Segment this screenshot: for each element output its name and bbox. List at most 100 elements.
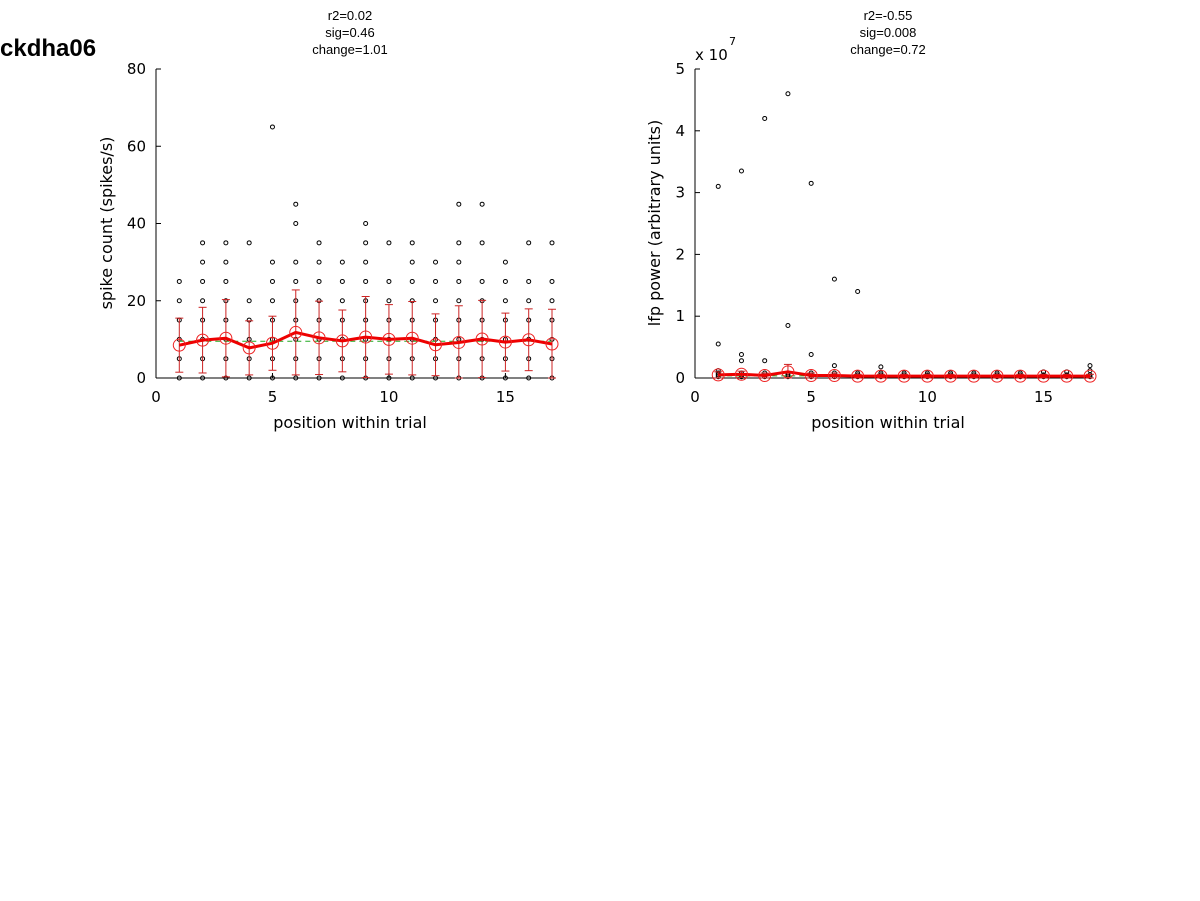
y-axis-exponent-label: x 10 [695, 46, 728, 64]
trial-point [339, 259, 345, 265]
mean-marker [545, 337, 559, 351]
trial-point [386, 240, 392, 246]
lfp-power-plot: r2=-0.55 sig=0.008 change=0.72 x 10 7 0 1… [645, 8, 1097, 432]
mean-marker [827, 369, 841, 383]
trial-point [738, 352, 744, 358]
y-tick-label: 60 [127, 137, 146, 155]
mean-marker [452, 335, 466, 349]
trial-point [176, 375, 182, 381]
trial-point [363, 259, 369, 265]
x-tick-label: 5 [806, 388, 816, 406]
trial-point [785, 322, 791, 328]
trial-point [316, 240, 322, 246]
trial-point [293, 259, 299, 265]
trial-point [386, 278, 392, 284]
x-tick-label: 0 [151, 388, 161, 406]
trial-point [246, 240, 252, 246]
trial-point [456, 201, 462, 207]
trial-point [715, 341, 721, 347]
plot-title-line-3: change=1.01 [312, 42, 388, 57]
trial-point [549, 240, 555, 246]
y-tick-label: 1 [675, 307, 685, 325]
trial-point [738, 168, 744, 174]
mean-marker [382, 332, 396, 346]
trial-point [363, 278, 369, 284]
trial-point [785, 91, 791, 97]
y-tick-label: 20 [127, 292, 146, 310]
trial-point [479, 278, 485, 284]
trial-point [502, 298, 508, 304]
mean-marker [804, 369, 818, 383]
mean-marker [219, 331, 233, 345]
trial-point [479, 201, 485, 207]
y-axis-label: spike count (spikes/s) [97, 137, 116, 310]
plot-title-line-1: r2=-0.55 [864, 8, 913, 23]
trial-point [409, 240, 415, 246]
mean-marker [242, 341, 256, 355]
trial-point [433, 259, 439, 265]
trial-point [363, 221, 369, 226]
x-tick-label: 0 [690, 388, 700, 406]
trial-point [386, 375, 392, 381]
trial-point [200, 375, 206, 381]
trial-point [831, 276, 837, 282]
mean-marker [312, 331, 326, 345]
spike-count-plot: r2=0.02 sig=0.46 change=1.01 0 20 40 60 80 0 5… [97, 8, 559, 432]
y-axis-label: lfp power (arbitrary units) [645, 120, 664, 326]
trial-point [549, 278, 555, 284]
trial-point [223, 240, 229, 246]
y-axis-exponent-power: 7 [729, 35, 736, 48]
trial-point [269, 298, 275, 304]
mean-marker [289, 325, 303, 339]
trial-point [502, 259, 508, 265]
mean-marker [990, 369, 1004, 383]
trial-point [269, 375, 275, 381]
plot-title-line-1: r2=0.02 [328, 8, 372, 23]
mean-marker [172, 338, 186, 352]
mean-marker [967, 369, 981, 383]
x-tick-label: 5 [268, 388, 278, 406]
y-tick-label: 0 [675, 369, 685, 387]
trial-point [456, 240, 462, 246]
trial-point [526, 298, 532, 304]
trial-point [808, 180, 814, 186]
trial-point [409, 278, 415, 284]
mean-marker [734, 367, 748, 381]
page-title: ckdha06 [0, 35, 96, 62]
trial-point [456, 278, 462, 284]
trial-point [433, 298, 439, 304]
x-axis-label: position within trial [811, 413, 965, 432]
x-axis-label: position within trial [273, 413, 427, 432]
trial-point [293, 278, 299, 284]
mean-marker [429, 338, 443, 352]
mean-marker [522, 333, 536, 347]
mean-marker [265, 336, 279, 350]
trial-point [831, 363, 837, 369]
trial-point [526, 240, 532, 246]
plot-title-line-2: sig=0.46 [325, 25, 375, 40]
trial-point [269, 259, 275, 265]
trial-point [176, 298, 182, 304]
plot-title-line-3: change=0.72 [850, 42, 926, 57]
trial-point [715, 183, 721, 189]
trial-point [433, 278, 439, 284]
plot-marks: 0 20 40 60 80 0 5 10 15 [127, 60, 559, 406]
trial-point [223, 259, 229, 265]
trial-point [502, 278, 508, 284]
trial-point [409, 259, 415, 265]
plot-marks: 0 1 2 3 4 5 0 5 10 15 [675, 60, 1097, 406]
trial-point [762, 115, 768, 121]
mean-marker [1060, 369, 1074, 383]
y-tick-label: 40 [127, 215, 146, 233]
mean-line [718, 370, 1090, 378]
x-tick-label: 10 [918, 388, 937, 406]
trial-point [316, 278, 322, 284]
trial-point [479, 240, 485, 246]
y-tick-label: 0 [136, 369, 146, 387]
trial-point [409, 375, 415, 381]
mean-marker [781, 365, 795, 379]
mean-marker [897, 369, 911, 383]
mean-marker [874, 369, 888, 383]
